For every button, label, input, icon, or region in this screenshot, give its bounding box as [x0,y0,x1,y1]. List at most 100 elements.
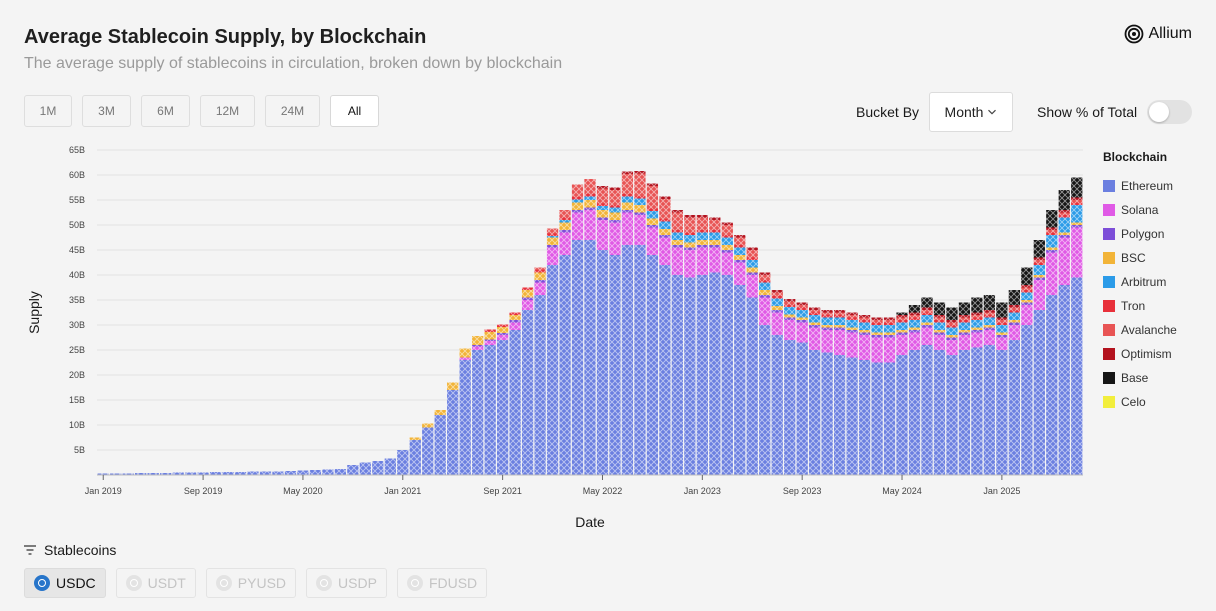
bar-segment-bsc[interactable] [684,242,696,248]
bar-segment-bsc[interactable] [996,332,1008,336]
bar-segment-polygon[interactable] [496,333,509,335]
bar-segment-arbitrum[interactable] [983,317,996,326]
bar-segment-polygon[interactable] [983,327,996,331]
legend-item-bsc[interactable]: BSC [1103,246,1177,270]
bar-segment-bsc[interactable] [846,327,858,331]
bar-segment-solana[interactable] [1021,305,1033,325]
bar-segment-bsc[interactable] [521,290,534,298]
bar-segment-solana[interactable] [896,335,908,355]
bar-segment-bsc[interactable] [496,327,509,333]
bar-segment-ethereum[interactable] [896,355,908,475]
bar-segment-polygon[interactable] [958,332,971,336]
bar-segment-ethereum[interactable] [721,275,733,475]
bar-segment-avalanche[interactable] [1021,287,1033,291]
bar-segment-tron[interactable] [1058,215,1070,218]
bar-segment-polygon[interactable] [908,330,921,333]
bar-segment-arbitrum[interactable] [759,282,771,291]
bar-segment-solana[interactable] [771,312,783,336]
bar-segment-ethereum[interactable] [1046,295,1058,475]
bar-segment-avalanche[interactable] [958,317,971,321]
bar-segment-avalanche[interactable] [871,320,883,323]
bar-segment-solana[interactable] [946,340,958,355]
bar-segment-polygon[interactable] [684,247,696,251]
bar-segment-arbitrum[interactable] [971,320,983,328]
bar-segment-arbitrum[interactable] [634,198,646,206]
bar-segment-tron[interactable] [671,230,684,233]
stablecoin-fdusd-chip[interactable]: FDUSD [396,568,488,598]
bar-segment-ethereum[interactable] [472,350,484,475]
bar-segment-arbitrum[interactable] [833,317,846,326]
show-percent-toggle[interactable] [1147,100,1192,124]
bar-segment-avalanche[interactable] [821,312,833,316]
bar-segment-base[interactable] [1046,210,1058,228]
bar-segment-polygon[interactable] [1021,302,1033,306]
bar-segment-base[interactable] [971,297,983,313]
bar-segment-arbitrum[interactable] [908,320,921,328]
bar-segment-arbitrum[interactable] [671,232,684,241]
bar-segment-polygon[interactable] [821,327,833,331]
bar-segment-ethereum[interactable] [634,245,646,475]
bar-segment-polygon[interactable] [546,245,559,248]
bar-segment-ethereum[interactable] [958,350,971,475]
bar-segment-optimism[interactable] [983,310,996,313]
bar-segment-ethereum[interactable] [596,250,609,475]
bar-segment-bsc[interactable] [434,410,446,415]
bar-segment-ethereum[interactable] [284,471,297,475]
bar-segment-avalanche[interactable] [784,301,796,305]
bar-segment-ethereum[interactable] [259,471,272,476]
bar-segment-bsc[interactable] [484,332,496,340]
bar-segment-optimism[interactable] [821,310,833,313]
bar-segment-bsc[interactable] [509,315,521,320]
bar-segment-bsc[interactable] [771,306,783,310]
bar-segment-arbitrum[interactable] [933,322,946,331]
bar-segment-solana[interactable] [871,337,883,363]
legend-item-ethereum[interactable]: Ethereum [1103,174,1177,198]
bar-segment-solana[interactable] [534,282,546,296]
bar-segment-ethereum[interactable] [771,335,783,475]
bar-segment-solana[interactable] [846,332,858,358]
legend-item-solana[interactable]: Solana [1103,198,1177,222]
bar-segment-solana[interactable] [809,327,821,351]
bar-segment-bsc[interactable] [447,382,459,391]
range-24m-button[interactable]: 24M [265,95,320,127]
bar-segment-arbitrum[interactable] [709,232,721,241]
bar-segment-arbitrum[interactable] [996,325,1008,333]
bar-segment-tron[interactable] [858,320,871,323]
bar-segment-optimism[interactable] [671,210,684,213]
bar-segment-avalanche[interactable] [796,305,808,308]
bar-segment-avalanche[interactable] [1046,230,1058,233]
bar-segment-bsc[interactable] [634,205,646,213]
bar-segment-ethereum[interactable] [509,330,521,475]
bar-segment-solana[interactable] [559,232,571,256]
bar-segment-optimism[interactable] [933,315,946,318]
bar-segment-ethereum[interactable] [646,255,659,475]
bar-segment-ethereum[interactable] [372,461,384,475]
bar-segment-ethereum[interactable] [996,350,1008,475]
bar-segment-bsc[interactable] [921,322,933,326]
bar-segment-avalanche[interactable] [596,188,609,204]
bar-segment-optimism[interactable] [958,315,971,318]
bar-segment-arbitrum[interactable] [946,327,958,336]
bar-segment-optimism[interactable] [858,315,871,318]
bar-segment-avalanche[interactable] [921,310,933,313]
bar-segment-solana[interactable] [734,262,746,286]
bar-segment-arbitrum[interactable] [609,207,621,213]
bar-segment-solana[interactable] [784,320,796,340]
bar-segment-bsc[interactable] [821,325,833,328]
bar-segment-avalanche[interactable] [771,292,783,297]
bar-segment-solana[interactable] [908,332,921,351]
bar-segment-base[interactable] [921,297,933,308]
bar-segment-tron[interactable] [534,270,546,273]
bar-segment-polygon[interactable] [1008,322,1020,326]
bar-segment-polygon[interactable] [971,330,983,333]
bar-segment-optimism[interactable] [908,312,921,316]
bar-segment-bsc[interactable] [1021,300,1033,303]
bar-segment-ethereum[interactable] [334,469,347,475]
bar-segment-tron[interactable] [484,329,496,333]
bar-segment-ethereum[interactable] [309,470,322,475]
bar-segment-solana[interactable] [1033,280,1045,310]
bar-segment-tron[interactable] [1046,232,1058,236]
stablecoin-usdp-chip[interactable]: USDP [306,568,387,598]
bar-segment-ethereum[interactable] [559,255,571,475]
bar-segment-ethereum[interactable] [147,473,159,475]
